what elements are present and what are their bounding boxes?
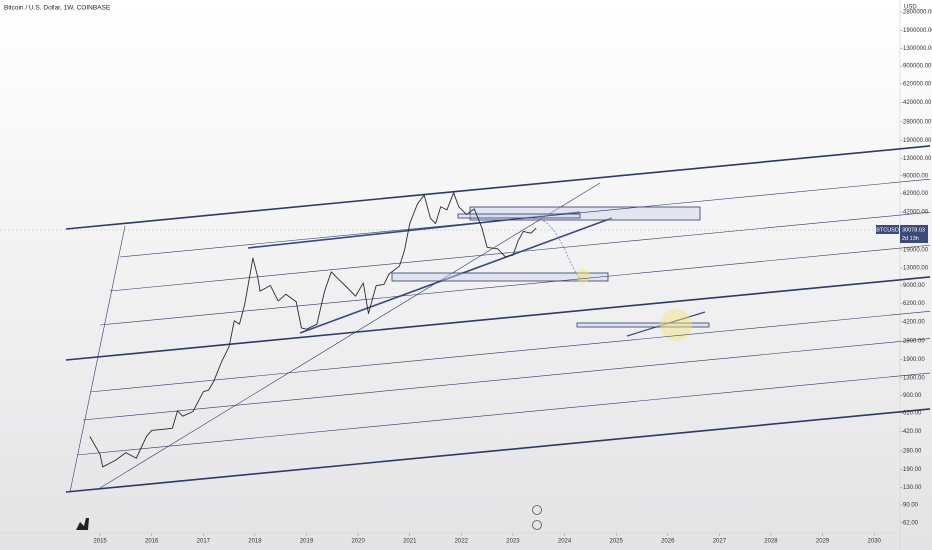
trendline [299, 217, 613, 334]
y-tick-label: 130.00 [903, 485, 922, 491]
x-tick-label: 2026 [661, 539, 675, 545]
channel-line [99, 244, 931, 326]
zone [469, 206, 701, 221]
channel-line [109, 211, 931, 292]
channel-line [65, 145, 931, 230]
zone [391, 272, 609, 282]
y-tick-label: 420000.00 [903, 100, 932, 106]
y-tick-label: 42000.00 [903, 210, 929, 216]
zone [457, 213, 581, 219]
y-tick-label: 19000.00 [903, 247, 929, 253]
channel-line [82, 338, 931, 421]
y-tick-label: 4200.00 [903, 319, 925, 325]
y-tick-label: 900000.00 [903, 64, 932, 70]
price-tag [900, 225, 928, 243]
trendline [99, 182, 601, 489]
chart-title: Bitcoin / U.S. Dollar, 1W, COINBASE [4, 5, 111, 12]
y-tick-label: 13000.00 [903, 266, 929, 272]
highlight [660, 309, 692, 341]
fan-edge [69, 225, 126, 493]
event-icon [532, 520, 542, 530]
y-tick-label: 620.00 [903, 411, 922, 417]
x-tick-label: 2022 [455, 539, 469, 545]
channel-line [65, 408, 931, 493]
y-tick-label: 6200.00 [903, 301, 925, 307]
x-tick-label: 2015 [93, 539, 107, 545]
x-tick-label: 2027 [713, 539, 727, 545]
x-tick-label: 2016 [145, 539, 159, 545]
x-tick-label: 2019 [300, 539, 314, 545]
channel-line [65, 276, 931, 361]
y-tick-label: 62.00 [903, 520, 919, 526]
x-tick-label: 2024 [558, 539, 572, 545]
y-tick-label: 1900.00 [903, 357, 925, 363]
symbol-tag [876, 225, 899, 234]
logo-icon [76, 518, 89, 530]
y-tick-label: 130000.00 [903, 156, 932, 162]
drawings [65, 145, 931, 493]
last-price-label: 30078.03 [902, 227, 925, 233]
event-icon [532, 505, 542, 515]
symbol-label: BTCUSD [876, 227, 899, 233]
y-tick-label: 420.00 [903, 429, 922, 435]
y-tick-label: 2800.00 [903, 339, 925, 345]
x-tick-label: 2020 [351, 539, 365, 545]
y-tick-label: 900.00 [903, 393, 922, 399]
x-tick-label: 2030 [868, 539, 882, 545]
y-tick-label: 620000.00 [903, 81, 932, 87]
price-line-series [89, 192, 537, 468]
currency-label: USD [904, 5, 917, 11]
channel-line [119, 178, 931, 258]
y-tick-label: 1300000.00 [903, 46, 932, 52]
trendline [626, 311, 706, 337]
y-tick-label: 2800000.00 [903, 10, 932, 16]
y-tick-label: 90000.00 [903, 173, 929, 179]
y-tick-label: 9000.00 [903, 283, 925, 289]
x-tick-label: 2029 [816, 539, 830, 545]
channel-line [89, 310, 931, 393]
channel-line [76, 372, 931, 456]
highlight [576, 269, 590, 283]
y-tick-label: 280.00 [903, 448, 922, 454]
y-tick-label: 190.00 [903, 467, 922, 473]
y-tick-label: 190000.00 [903, 138, 932, 144]
y-tick-label: 90.00 [903, 503, 919, 509]
y-tick-label: 1900000.00 [903, 28, 932, 34]
logo [76, 505, 542, 530]
y-tick-label: 1300.00 [903, 375, 925, 381]
x-tick-label: 2025 [609, 539, 623, 545]
x-tick-label: 2017 [197, 539, 211, 545]
x-tick-label: 2021 [403, 539, 417, 545]
countdown-label: 2d 13h [902, 236, 919, 242]
x-tick-label: 2023 [506, 539, 520, 545]
x-tick-label: 2018 [248, 539, 262, 545]
projection [536, 217, 581, 279]
y-tick-label: 62000.00 [903, 191, 929, 197]
y-tick-label: 280000.00 [903, 119, 932, 125]
x-tick-label: 2028 [764, 539, 778, 545]
zone [576, 322, 710, 328]
